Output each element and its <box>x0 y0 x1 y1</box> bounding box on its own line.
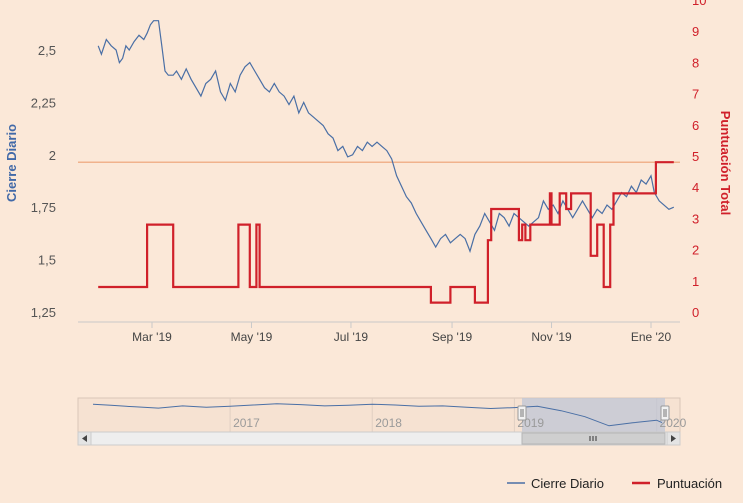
y-right-tick-label: 2 <box>692 243 699 258</box>
y-left-tick-label: 1,25 <box>31 305 56 320</box>
arrow-right-icon <box>671 435 676 442</box>
x-axis-ticks: Mar '19 May '19 Jul '19 Sep '19 Nov '19 Ene '… <box>132 322 671 344</box>
y-right-tick-label: 6 <box>692 118 699 133</box>
left-axis-ticks: 1,25 1,5 1,75 2 2,25 2,5 <box>31 43 56 320</box>
navigator-series-line <box>92 403 663 427</box>
x-tick-label: Nov '19 <box>531 330 572 344</box>
legend-label-puntuacion: Puntuación <box>657 476 722 491</box>
navigator-selection[interactable] <box>522 398 665 432</box>
y-right-tick-label: 4 <box>692 180 699 195</box>
grip-icon <box>589 436 597 441</box>
y-right-tick-label: 10 <box>692 0 706 8</box>
y-right-tick-label: 8 <box>692 55 699 70</box>
x-tick-label: Jul '19 <box>334 330 369 344</box>
y-axis-title-left: Cierre Diario <box>4 124 19 202</box>
navigator-year-label: 2018 <box>375 416 402 430</box>
y-left-tick-label: 2,25 <box>31 95 56 110</box>
arrow-left-icon <box>82 435 87 442</box>
x-tick-label: Ene '20 <box>631 330 672 344</box>
y-left-tick-label: 2,5 <box>38 43 56 58</box>
y-left-tick-label: 2 <box>49 148 56 163</box>
series-line-cierre-diario <box>97 20 675 254</box>
x-tick-label: Sep '19 <box>432 330 473 344</box>
y-left-tick-label: 1,5 <box>38 253 56 268</box>
y-right-tick-label: 3 <box>692 211 699 226</box>
x-tick-label: Mar '19 <box>132 330 172 344</box>
main-plot: 1,25 1,5 1,75 2 2,25 2,5 0 1 2 3 4 5 6 7 8 9 10 Mar '19… <box>31 0 707 344</box>
navigator-year-labels: 2017 2018 2019 2020 <box>233 416 686 430</box>
legend-item-cierre-diario[interactable]: Cierre Diario <box>507 476 604 491</box>
x-tick-label: May '19 <box>231 330 273 344</box>
legend: Cierre Diario Puntuación <box>507 476 722 491</box>
navigator-handle-left[interactable] <box>517 405 527 421</box>
series-line-puntuacion <box>98 161 674 304</box>
y-right-tick-label: 1 <box>692 274 699 289</box>
y-right-tick-label: 0 <box>692 305 699 320</box>
navigator-year-label: 2017 <box>233 416 260 430</box>
legend-label-cierre-diario: Cierre Diario <box>531 476 604 491</box>
legend-item-puntuacion[interactable]: Puntuación <box>632 476 722 491</box>
y-right-tick-label: 5 <box>692 149 699 164</box>
right-axis-ticks: 0 1 2 3 4 5 6 7 8 9 10 <box>692 0 706 320</box>
y-right-tick-label: 7 <box>692 87 699 102</box>
navigator[interactable]: 2017 2018 2019 2020 <box>77 397 687 433</box>
navigator-handle-right[interactable] <box>660 405 670 421</box>
y-right-tick-label: 9 <box>692 24 699 39</box>
y-axis-title-right: Puntuación Total <box>718 111 733 215</box>
y-left-tick-label: 1,75 <box>31 200 56 215</box>
scrollbar[interactable] <box>77 431 681 446</box>
